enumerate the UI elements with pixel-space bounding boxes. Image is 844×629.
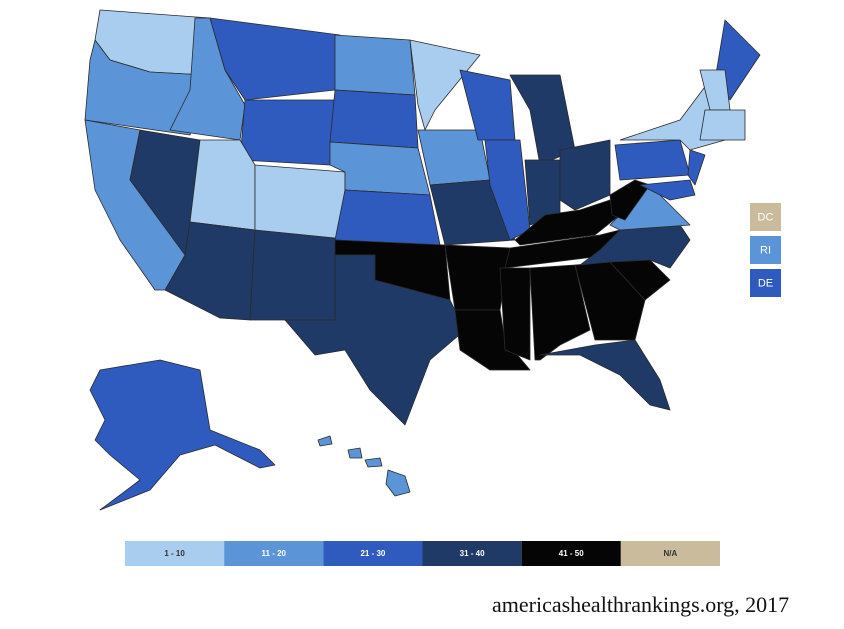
state: [334, 34, 416, 96]
state: [347, 447, 363, 459]
state: [249, 229, 336, 321]
state: [459, 69, 516, 141]
state: [284, 254, 466, 426]
state: [317, 435, 333, 447]
legend-label: 1 - 10: [164, 549, 185, 558]
legend: 1 - 10 11 - 20 21 - 30 31 - 40 41 - 50 N/A: [125, 541, 720, 566]
legend-swatch: [224, 541, 324, 566]
state: [409, 39, 481, 131]
legend-swatch: [125, 541, 225, 566]
state-box-label: RI: [760, 244, 771, 256]
legend-label: 41 - 50: [559, 549, 584, 558]
legend-label: 21 - 30: [360, 549, 385, 558]
state-box-label: DC: [758, 211, 774, 223]
state: [254, 164, 346, 241]
legend-label: 11 - 20: [262, 549, 287, 558]
state: [687, 149, 706, 186]
small-state-boxes: DC RI DE: [750, 203, 781, 297]
legend-label: 31 - 40: [460, 549, 485, 558]
state: [509, 74, 576, 166]
legend-swatch: [422, 541, 522, 566]
state: [559, 139, 611, 211]
state: [484, 139, 531, 241]
state: [499, 267, 531, 361]
state: [89, 359, 276, 511]
state: [454, 309, 531, 371]
state: [189, 139, 256, 231]
state-box: [750, 236, 781, 264]
state: [239, 99, 336, 166]
state: [639, 179, 696, 201]
state: [699, 109, 746, 141]
state: [209, 17, 341, 101]
state-box: [750, 269, 781, 297]
state: [609, 179, 651, 221]
source: americashealthrankings.org, 2017: [492, 592, 789, 617]
legend-label: N/A: [664, 549, 678, 558]
state: [614, 139, 691, 181]
us-map: [84, 9, 761, 511]
state: [334, 189, 441, 246]
state-box: [750, 203, 781, 231]
state: [329, 89, 419, 149]
legend-swatch: [620, 541, 720, 566]
legend-swatch: [521, 541, 621, 566]
state: [364, 457, 383, 468]
state: [539, 339, 671, 411]
legend-swatch: [323, 541, 423, 566]
state-box-label: DE: [758, 277, 773, 289]
state: [329, 141, 431, 196]
state: [385, 469, 411, 497]
